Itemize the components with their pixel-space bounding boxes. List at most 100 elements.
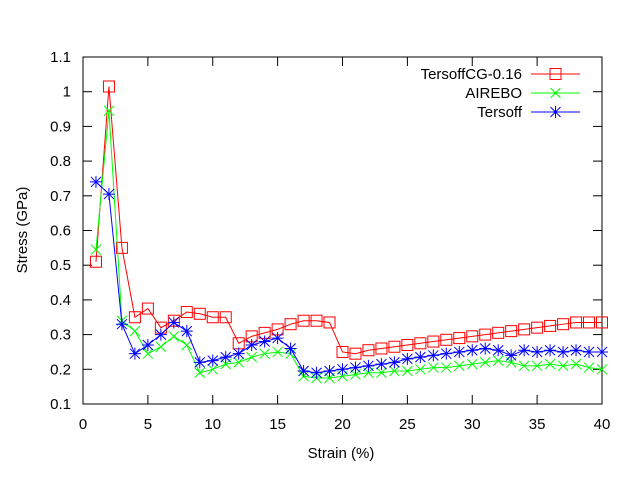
- data-point: [142, 348, 154, 360]
- series-tersoffcg-0-16: [89, 80, 608, 360]
- data-point: [376, 367, 387, 379]
- data-point: [466, 330, 479, 343]
- y-tick-label: 0.7: [50, 188, 71, 205]
- data-point: [518, 360, 530, 372]
- data-point: [155, 341, 167, 353]
- data-point: [466, 358, 478, 370]
- y-tick-label: 0.2: [50, 361, 71, 378]
- data-point: [259, 348, 271, 360]
- data-point: [557, 318, 570, 331]
- data-point: [336, 345, 349, 358]
- data-point: [193, 356, 206, 369]
- data-point: [245, 339, 258, 352]
- data-point: [233, 357, 245, 368]
- data-point: [129, 325, 141, 337]
- data-point: [427, 362, 439, 373]
- y-tick-label: 0.9: [50, 118, 71, 135]
- axes: 0 5 10 15 20 25 30 35 40 0.1 0.2 0.3 0.4 0.5 0.6 0.7 0.8…: [50, 49, 610, 433]
- legend-label: AIREBO: [465, 85, 522, 102]
- y-tick-label: 1.1: [50, 49, 71, 66]
- data-point: [453, 345, 466, 358]
- data-point: [284, 318, 297, 331]
- data-point: [505, 325, 518, 338]
- data-point: [219, 311, 232, 324]
- data-point: [297, 365, 310, 378]
- data-point: [89, 175, 102, 188]
- data-point: [389, 365, 400, 377]
- data-point: [401, 339, 414, 352]
- x-tick-label: 40: [594, 416, 611, 433]
- legend-marker: [549, 68, 562, 80]
- data-point: [401, 352, 414, 365]
- data-point: [154, 328, 167, 341]
- data-point: [531, 345, 544, 358]
- data-point: [297, 314, 310, 327]
- data-point: [570, 344, 583, 357]
- data-point: [181, 339, 193, 351]
- x-tick-label: 20: [334, 416, 351, 433]
- data-point: [544, 344, 557, 357]
- y-tick-label: 0.8: [50, 153, 71, 170]
- data-point: [102, 188, 115, 201]
- data-point: [103, 105, 115, 117]
- data-point: [414, 337, 427, 350]
- data-point: [453, 332, 466, 345]
- data-point: [492, 326, 505, 339]
- data-point: [180, 325, 193, 338]
- data-point: [194, 367, 206, 379]
- x-tick-label: 15: [269, 416, 286, 433]
- legend-marker: [550, 87, 561, 99]
- data-point: [505, 349, 518, 362]
- data-point: [531, 321, 544, 334]
- data-point: [570, 316, 583, 329]
- data-point: [102, 80, 115, 93]
- data-point: [583, 345, 596, 358]
- series-line: [95, 110, 603, 379]
- data-point: [168, 330, 180, 342]
- data-point: [596, 316, 608, 329]
- data-point: [440, 347, 453, 360]
- x-axis-label: Strain (%): [308, 445, 375, 462]
- data-point: [479, 357, 491, 368]
- data-point: [141, 302, 154, 315]
- x-tick-label: 35: [529, 416, 546, 433]
- y-tick-label: 0.5: [50, 257, 71, 274]
- data-point: [492, 355, 504, 366]
- data-point: [440, 362, 452, 373]
- series-line: [95, 86, 602, 355]
- series-tersoff: [89, 175, 608, 379]
- data-point: [128, 311, 141, 324]
- data-point: [518, 323, 531, 336]
- x-tick-label: 30: [464, 416, 481, 433]
- x-tick-label: 10: [204, 416, 221, 433]
- data-point: [375, 342, 388, 355]
- data-point: [206, 354, 219, 367]
- data-point: [246, 351, 258, 363]
- data-point: [518, 344, 531, 357]
- plot-area: [89, 80, 608, 384]
- data-point: [414, 351, 427, 364]
- x-tick-label: 25: [399, 416, 416, 433]
- data-point: [596, 363, 608, 375]
- data-point: [375, 358, 388, 371]
- data-point: [141, 339, 154, 352]
- data-point: [323, 316, 336, 329]
- data-point: [310, 366, 323, 379]
- data-point: [402, 365, 413, 377]
- data-point: [362, 344, 375, 357]
- data-point: [128, 347, 141, 360]
- y-tick-label: 0.1: [50, 396, 71, 413]
- data-point: [349, 347, 362, 360]
- data-point: [90, 244, 102, 255]
- data-point: [336, 363, 349, 376]
- data-point: [557, 360, 569, 372]
- data-point: [388, 356, 401, 369]
- x-tick-label: 5: [144, 416, 152, 433]
- data-point: [388, 340, 401, 353]
- data-point: [115, 241, 128, 254]
- data-point: [362, 359, 375, 372]
- data-point: [479, 342, 492, 355]
- data-point: [193, 307, 206, 320]
- data-point: [492, 344, 505, 357]
- data-point: [271, 332, 284, 345]
